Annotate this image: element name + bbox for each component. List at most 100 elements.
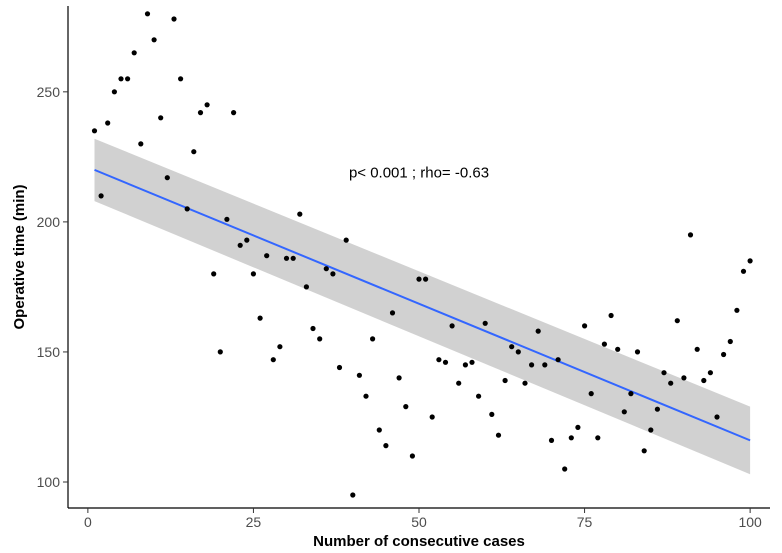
data-point [224,216,230,222]
data-point [582,323,588,329]
y-tick-label: 100 [37,474,61,490]
data-point [595,435,601,441]
data-point [317,336,323,342]
data-point [548,437,555,443]
data-point [734,307,740,313]
x-tick-label: 25 [246,514,262,530]
data-point [297,211,303,217]
data-point [144,11,151,17]
x-axis-title: Number of consecutive cases [313,533,525,550]
data-point [701,377,707,384]
data-point [529,362,535,368]
data-point [628,391,634,397]
data-point [191,149,197,155]
data-point [681,375,687,381]
data-point [290,255,296,261]
data-point [727,338,733,345]
data-point [323,266,329,272]
y-axis-title: Operative time (min) [11,184,28,329]
data-point [456,380,462,386]
data-point [449,323,455,329]
data-point [350,492,356,498]
data-point [648,427,654,433]
data-point [674,318,680,324]
data-point [707,370,714,376]
data-point [211,271,217,277]
data-point [171,16,177,22]
data-point [476,393,482,399]
data-point [429,414,435,420]
data-point [250,271,256,277]
regression-line-layer [94,168,751,442]
data-point [131,50,137,56]
data-point [217,349,223,355]
confidence-band-layer [94,138,751,475]
data-point [330,271,336,277]
data-point [436,357,442,363]
data-point [562,466,568,472]
data-point [588,391,594,397]
data-point [442,359,449,365]
data-point [462,362,468,368]
y-tick-label: 150 [37,344,61,360]
x-tick-label: 0 [84,514,92,530]
data-point [515,349,521,355]
axes: 0 25 50 75 100 100 150 200 250 [37,6,770,530]
data-point [661,370,667,376]
data-point [138,141,144,147]
confidence-band [94,138,751,475]
data-point [277,344,283,350]
data-point [489,411,495,417]
data-point [495,432,502,438]
data-point [91,128,98,134]
data-point [747,258,753,264]
data-point [376,427,382,433]
data-point [482,320,488,326]
data-point [336,364,343,371]
data-point [403,404,409,410]
data-point [555,357,561,363]
data-point [389,310,396,316]
data-point [416,276,422,282]
correlation-annotation: p< 0.001 ; rho= -0.63 [349,164,489,181]
data-point [714,414,720,420]
data-point [423,276,429,282]
data-point [535,328,541,334]
data-point [363,393,369,399]
data-point [641,448,647,454]
data-point [118,76,124,82]
data-point [356,372,362,378]
data-points-layer [91,11,753,498]
data-point [370,336,376,342]
data-point [654,406,661,412]
data-point [396,375,402,381]
data-point [740,268,747,274]
data-point [158,115,164,121]
y-tick-label: 250 [37,84,61,100]
data-point [409,453,415,459]
data-point [270,357,276,363]
data-point [634,349,641,355]
data-point [111,89,117,95]
data-point [668,380,674,386]
data-point [509,344,515,350]
data-point [608,312,614,319]
data-point [343,237,349,243]
data-point [231,110,237,116]
data-point [542,362,548,368]
data-point [721,351,727,358]
data-point [621,409,627,415]
data-point [522,380,528,386]
data-point [575,424,581,430]
data-point [502,377,508,384]
data-point [184,206,190,212]
data-point [310,325,316,332]
data-point [694,346,700,352]
data-point [469,359,475,365]
data-point [568,435,574,441]
data-point [283,255,290,261]
x-tick-label: 100 [738,514,762,530]
data-point [687,232,694,238]
data-point [204,102,210,108]
